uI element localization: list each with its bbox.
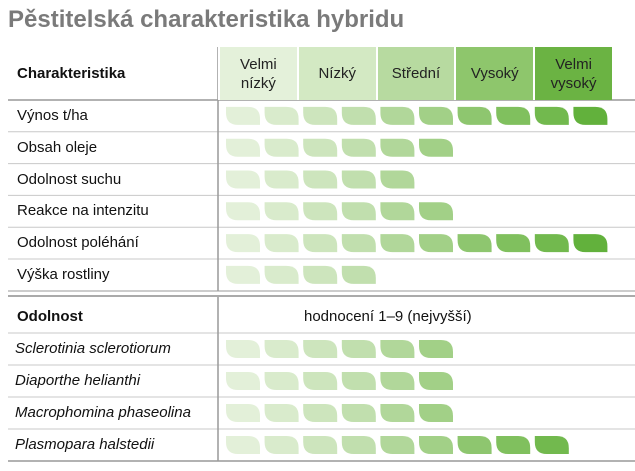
- leaf: [226, 202, 260, 221]
- leaf: [419, 404, 453, 422]
- leaf: [226, 170, 260, 189]
- row-label: Výška rostliny: [17, 266, 110, 283]
- leaf: [419, 340, 453, 358]
- leaf: [573, 234, 608, 253]
- leaf: [534, 436, 569, 454]
- level-header: Vysoký: [454, 47, 534, 100]
- leaf: [264, 404, 299, 422]
- level-header: Velmi nízký: [218, 47, 297, 100]
- row-label: Sclerotinia sclerotiorum: [15, 340, 171, 357]
- leaf: [380, 372, 415, 390]
- leaf: [226, 138, 260, 157]
- row-label: Odolnost poléhání: [17, 234, 139, 252]
- leaf: [534, 106, 569, 125]
- leaf: [264, 106, 299, 125]
- leaf: [419, 202, 453, 221]
- leaf: [419, 234, 453, 253]
- leaf: [496, 436, 531, 454]
- leaf: [380, 436, 415, 454]
- leaf: [303, 372, 338, 390]
- leaf: [264, 170, 299, 189]
- leaf: [380, 138, 415, 157]
- leaf: [380, 234, 415, 253]
- leaf: [496, 234, 531, 253]
- leaf: [303, 234, 338, 253]
- header-label: Charakteristika: [17, 65, 126, 82]
- leaf: [573, 106, 608, 125]
- leaf: [341, 234, 376, 253]
- leaf: [303, 404, 338, 422]
- row-label: Plasmopara halstedii: [15, 436, 155, 453]
- leaf: [303, 202, 338, 221]
- leaf: [419, 106, 453, 125]
- leaf: [496, 106, 531, 125]
- leaf: [457, 106, 492, 125]
- leaf: [341, 404, 376, 422]
- leaf: [419, 436, 453, 454]
- leaf: [380, 106, 415, 125]
- leaf: [303, 170, 338, 189]
- leaf: [226, 404, 260, 422]
- leaf: [341, 340, 376, 358]
- leaf: [264, 202, 299, 221]
- row-label: Reakce na intenzitu: [17, 202, 149, 220]
- leaf: [341, 436, 376, 454]
- row-label: Výnos t/ha: [17, 107, 88, 124]
- leaf: [264, 340, 299, 358]
- leaf: [264, 372, 299, 390]
- row-label: Odolnost suchu: [17, 170, 122, 188]
- row-label: Macrophomina phaseolina: [15, 404, 191, 421]
- leaf: [264, 265, 299, 284]
- title: Pěstitelská charakteristika hybridu: [8, 6, 405, 33]
- leaf: [341, 372, 376, 390]
- leaf: [341, 106, 376, 125]
- leaf: [226, 372, 260, 390]
- leaf: [419, 372, 453, 390]
- leaf: [534, 234, 569, 253]
- leaf: [264, 436, 299, 454]
- leaf: [457, 436, 492, 454]
- leaf: [341, 265, 376, 284]
- leaf: [226, 340, 260, 358]
- leaf: [303, 138, 338, 157]
- leaf: [226, 265, 260, 284]
- scale-label: hodnocení 1–9 (nejvyšší): [304, 308, 472, 325]
- leaf: [419, 138, 453, 157]
- leaf: [303, 436, 338, 454]
- leaf: [264, 138, 299, 157]
- row-label: Obsah oleje: [17, 138, 98, 156]
- leaf: [303, 340, 338, 358]
- level-header: Střední: [375, 47, 455, 100]
- level-header: Velmi vysoký: [533, 47, 612, 100]
- leaf: [341, 138, 376, 157]
- leaf: [303, 265, 338, 284]
- leaf: [226, 436, 260, 454]
- leaf: [380, 404, 415, 422]
- leaf: [264, 234, 299, 253]
- leaf: [341, 170, 376, 189]
- leaf: [380, 202, 415, 221]
- leaf: [303, 106, 338, 125]
- row-label: Diaporthe helianthi: [15, 372, 141, 389]
- leaf: [380, 170, 415, 189]
- leaf: [341, 202, 376, 221]
- leaf: [380, 340, 415, 358]
- section-label: Odolnost: [17, 308, 83, 325]
- level-header: Nízký: [296, 47, 376, 100]
- leaf: [226, 234, 260, 253]
- leaf: [226, 106, 260, 125]
- leaf: [457, 234, 492, 253]
